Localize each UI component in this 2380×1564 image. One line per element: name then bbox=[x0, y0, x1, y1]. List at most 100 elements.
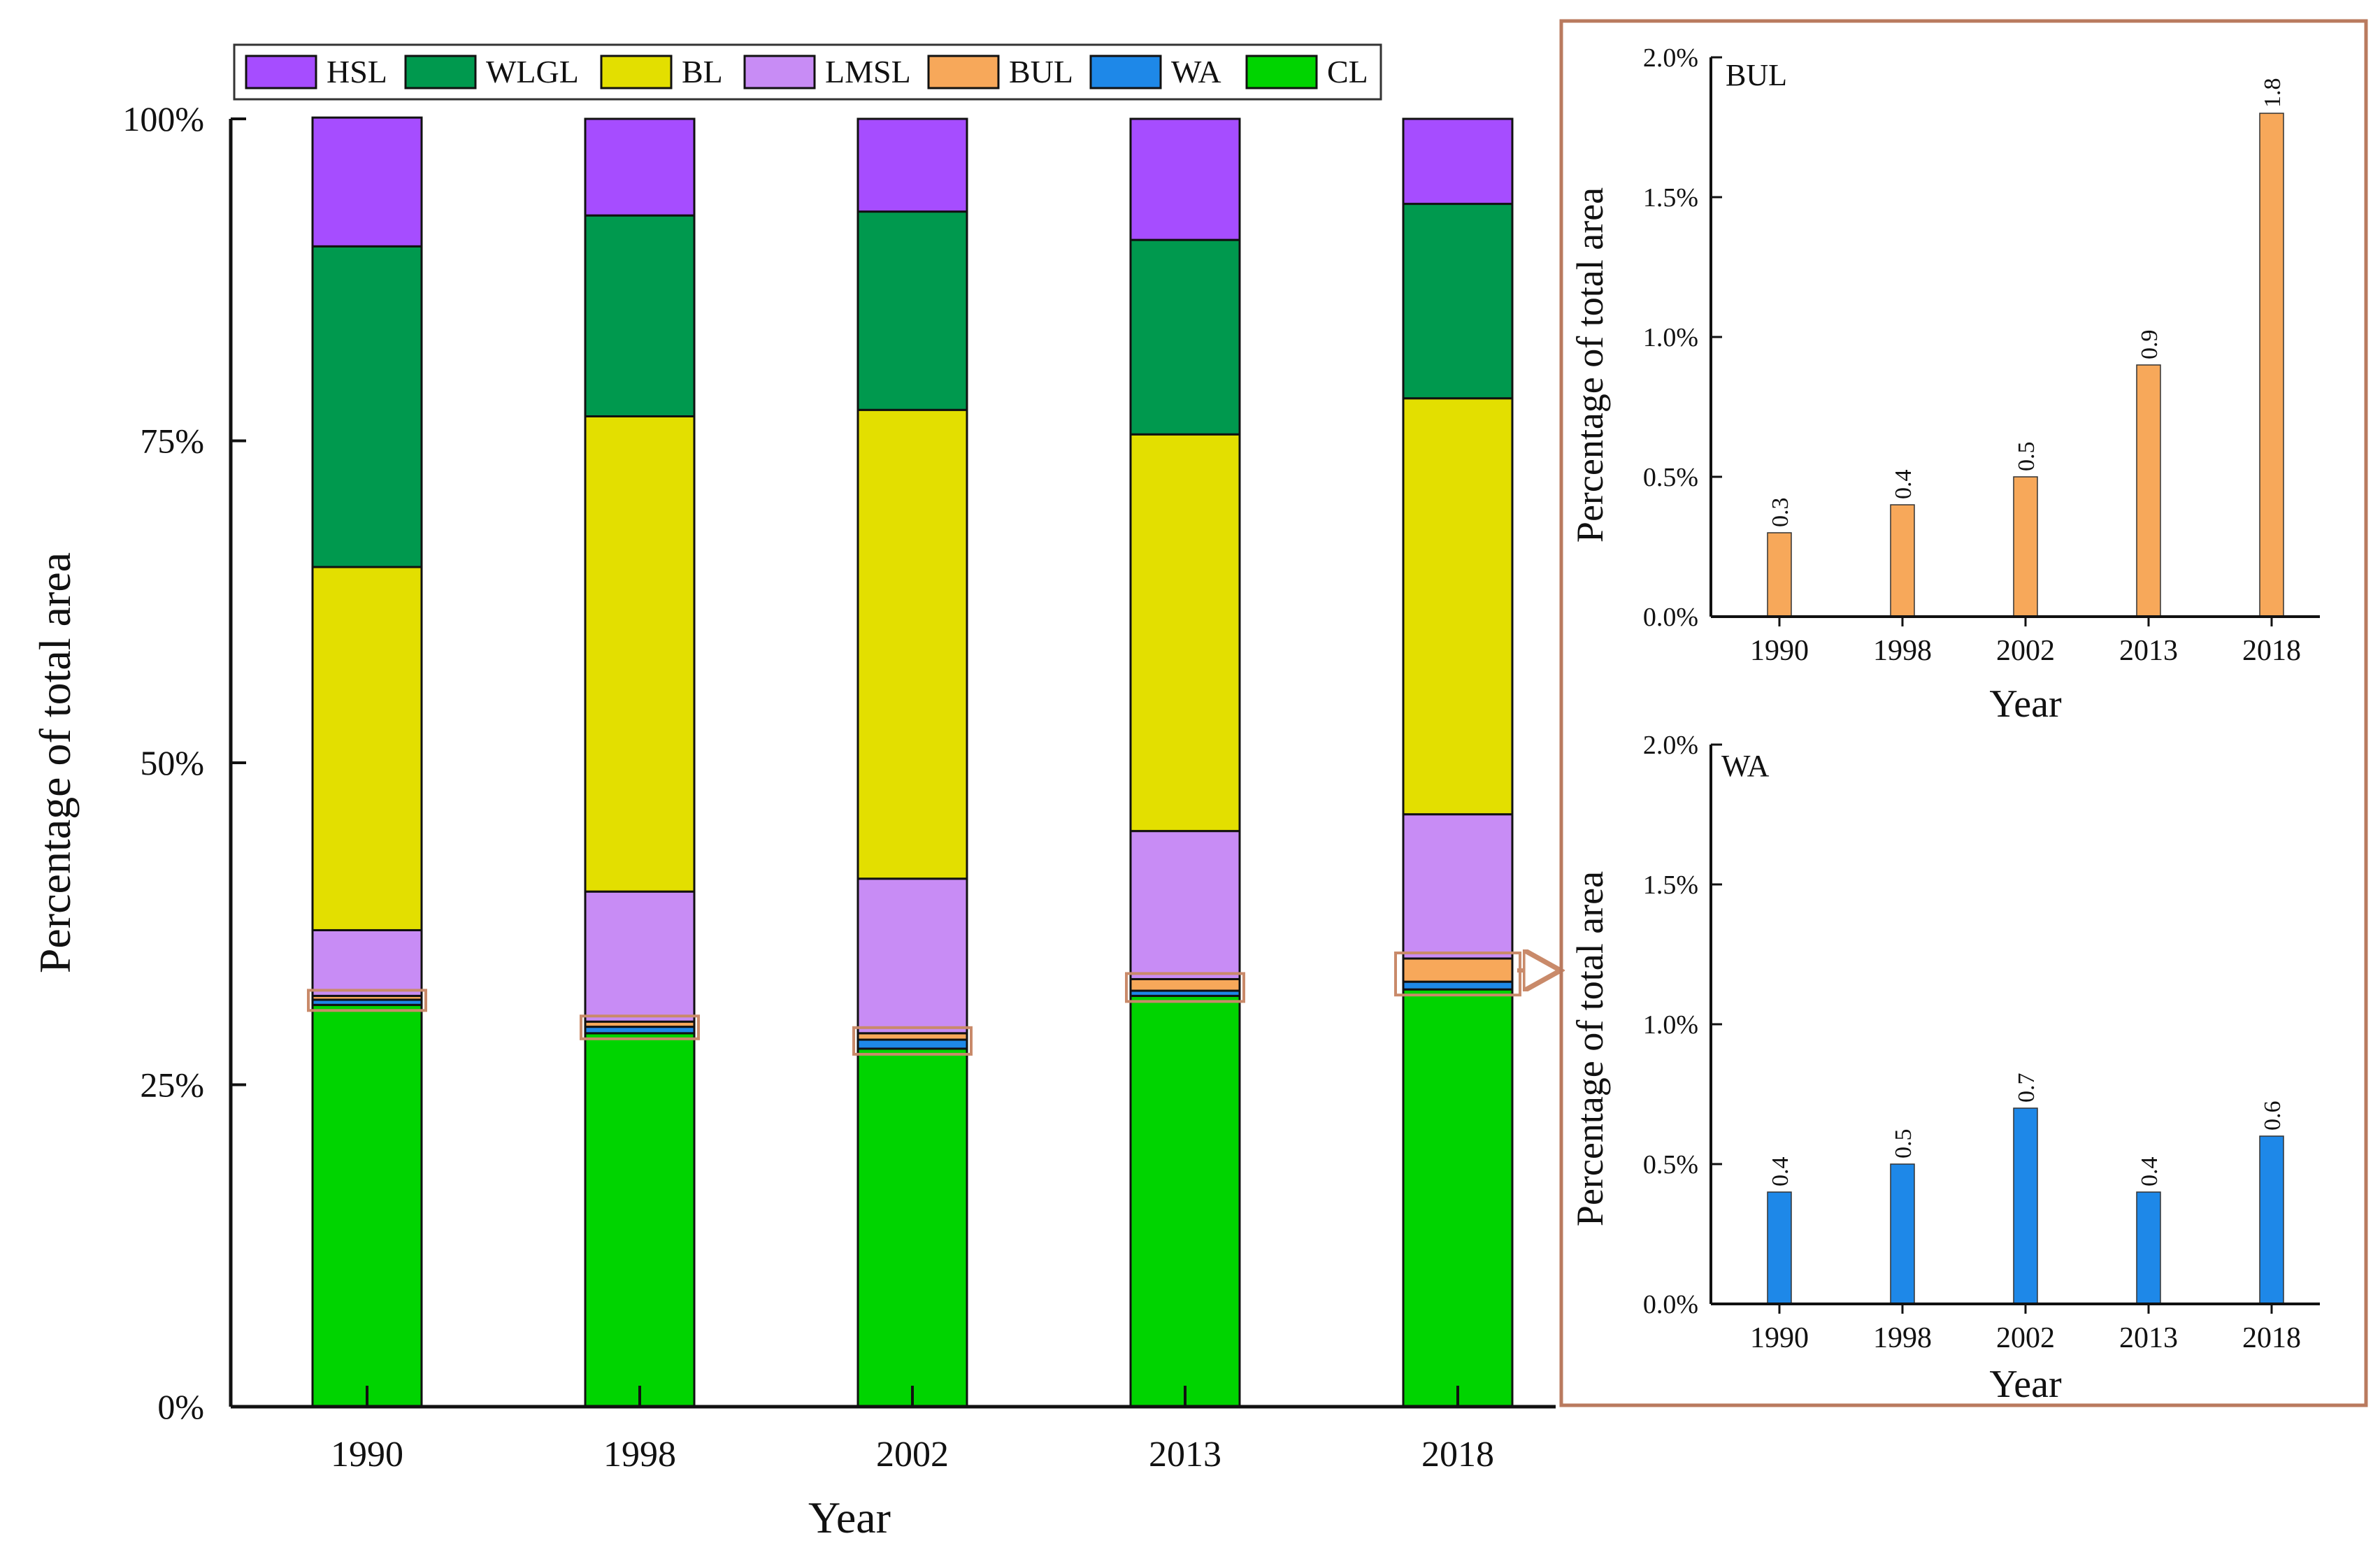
bar-wlgl-1998 bbox=[584, 214, 696, 418]
main-x-tick-label: 2002 bbox=[876, 1435, 949, 1475]
bar-bul-2018 bbox=[1402, 957, 1514, 983]
bar-lmsl-2002 bbox=[856, 877, 968, 1035]
main-highlight-boxes bbox=[307, 951, 1521, 1056]
bar-bl-1990 bbox=[311, 566, 423, 931]
bar-bl-2002 bbox=[856, 408, 968, 880]
bar-hsl-1990 bbox=[311, 116, 423, 247]
bar-bl-1998 bbox=[584, 415, 696, 893]
wa-x-tick-label: 1998 bbox=[1873, 1322, 1932, 1354]
bar-cl-1998 bbox=[584, 1032, 696, 1408]
highlight-box-2013 bbox=[1125, 972, 1245, 1003]
highlight-box-1998 bbox=[580, 1014, 700, 1040]
wa-x-axis-label: Year bbox=[1989, 1363, 2062, 1406]
main-x-ticks: 1990 1998 2002 2013 2018 bbox=[331, 1386, 1494, 1475]
wa-y-tick-label: 1.5% bbox=[1643, 870, 1698, 900]
main-y-tick-label: 0% bbox=[157, 1387, 204, 1426]
legend-label-wlgl: WLGL bbox=[486, 54, 579, 89]
wa-value-label: 0.4 bbox=[1768, 1157, 1793, 1187]
bul-y-tick-label: 1.5% bbox=[1643, 183, 1698, 213]
bar-wa-2002 bbox=[856, 1038, 968, 1050]
bul-value-label: 0.4 bbox=[1891, 470, 1916, 500]
legend-swatch-bul bbox=[927, 55, 1000, 89]
bul-x-tick-label: 2018 bbox=[2242, 635, 2301, 667]
bar-wlgl-1990 bbox=[311, 245, 423, 568]
wa-value-label: 0.6 bbox=[2260, 1101, 2286, 1131]
bar-hsl-2018 bbox=[1402, 117, 1514, 206]
highlight-box-2002 bbox=[852, 1026, 973, 1056]
bul-value-label: 0.3 bbox=[1768, 498, 1793, 528]
bul-bar-2013 bbox=[2136, 364, 2161, 617]
wa-x-tick-label: 2018 bbox=[2242, 1322, 2301, 1354]
bar-cl-2002 bbox=[856, 1047, 968, 1408]
main-y-tick-label: 25% bbox=[140, 1066, 204, 1105]
bar-wlgl-2013 bbox=[1129, 238, 1241, 436]
bar-bul-2013 bbox=[1129, 977, 1241, 992]
legend-swatch-cl bbox=[1245, 55, 1318, 89]
bul-value-label: 1.8 bbox=[2260, 78, 2286, 108]
highlight-box-1990 bbox=[307, 989, 427, 1012]
bul-chart-title: BUL bbox=[1726, 58, 1787, 92]
main-x-tick-label: 1998 bbox=[603, 1435, 676, 1475]
bar-bl-2013 bbox=[1129, 433, 1241, 833]
bar-wa-2018 bbox=[1402, 980, 1514, 991]
bul-y-axis-label: Percentage of total area bbox=[1569, 187, 1611, 543]
bul-bar-2018 bbox=[2259, 113, 2284, 617]
bar-bl-2018 bbox=[1402, 397, 1514, 816]
wa-bars: 0.4 0.5 0.7 0.4 0.6 bbox=[1767, 1073, 2286, 1305]
bar-lmsl-2018 bbox=[1402, 813, 1514, 960]
bul-x-tick-label: 1998 bbox=[1873, 635, 1932, 667]
legend-swatch-wa bbox=[1089, 55, 1162, 89]
bar-wlgl-2002 bbox=[856, 210, 968, 411]
bul-x-tick-label: 1990 bbox=[1750, 635, 1809, 667]
wa-chart-title: WA bbox=[1721, 749, 1770, 783]
bul-x-axis-label: Year bbox=[1989, 682, 2062, 726]
main-y-tick-label: 100% bbox=[122, 99, 204, 138]
main-x-tick-label: 2013 bbox=[1149, 1435, 1221, 1475]
bar-wlgl-2018 bbox=[1402, 203, 1514, 400]
bul-y-tick-label: 0.0% bbox=[1643, 603, 1698, 632]
bul-y-tick-label: 1.0% bbox=[1643, 323, 1698, 352]
main-y-tick-label: 50% bbox=[140, 743, 204, 782]
legend-swatch-wlgl bbox=[404, 55, 477, 89]
wa-y-tick-label: 1.0% bbox=[1643, 1010, 1698, 1040]
legend-label-hsl: HSL bbox=[327, 54, 387, 89]
main-x-tick-label: 2018 bbox=[1421, 1435, 1494, 1475]
bar-cl-1990 bbox=[311, 1003, 423, 1408]
wa-value-label: 0.7 bbox=[2014, 1073, 2040, 1103]
legend-label-wa: WA bbox=[1171, 54, 1221, 89]
wa-inset-chart: 0.4 0.5 0.7 0.4 0.6 0.0% 0.5% 1.0% 1.5% 2.0% 199… bbox=[1569, 731, 2320, 1406]
legend-label-lmsl: LMSL bbox=[825, 54, 911, 89]
wa-x-tick-label: 1990 bbox=[1750, 1322, 1809, 1354]
main-x-tick-label: 1990 bbox=[331, 1435, 403, 1475]
bul-value-label: 0.5 bbox=[2014, 442, 2040, 472]
wa-x-tick-label: 2013 bbox=[2119, 1322, 2178, 1354]
wa-bar-1998 bbox=[1890, 1163, 1915, 1305]
wa-x-tick-label: 2002 bbox=[1996, 1322, 2055, 1354]
wa-y-tick-label: 2.0% bbox=[1643, 731, 1698, 760]
main-y-axis-label: Percentage of total area bbox=[30, 552, 80, 973]
bul-y-tick-label: 0.5% bbox=[1643, 463, 1698, 492]
wa-y-tick-label: 0.5% bbox=[1643, 1150, 1698, 1179]
wa-x-ticks: 1990 1998 2002 2013 2018 bbox=[1750, 1304, 2301, 1354]
bul-bar-1990 bbox=[1767, 532, 1792, 617]
wa-y-axis-label: Percentage of total area bbox=[1569, 871, 1611, 1226]
main-legend: HSL WLGL BL LMSL BUL WA CL bbox=[233, 43, 1382, 101]
wa-bar-2018 bbox=[2259, 1135, 2284, 1305]
bar-hsl-2002 bbox=[856, 117, 968, 213]
legend-swatch-bl bbox=[600, 55, 673, 89]
wa-bar-2002 bbox=[2013, 1107, 2038, 1305]
highlight-box-2018 bbox=[1394, 951, 1521, 997]
main-y-tick-label: 75% bbox=[140, 422, 204, 461]
bul-y-tick-label: 2.0% bbox=[1643, 43, 1698, 73]
bul-value-label: 0.9 bbox=[2137, 330, 2163, 360]
bul-inset-chart: 0.3 0.4 0.5 0.9 1.8 0.0% 0.5% 1.0% 1.5% 2.0% 199… bbox=[1569, 43, 2320, 726]
bul-x-ticks: 1990 1998 2002 2013 2018 bbox=[1750, 617, 2301, 667]
bul-bar-2002 bbox=[2013, 476, 2038, 617]
wa-value-label: 0.5 bbox=[1891, 1129, 1916, 1159]
main-stacked-chart: HSL WLGL BL LMSL BUL WA CL 0% 25% 50% 75% 100% 199… bbox=[30, 43, 1556, 1542]
legend-label-bl: BL bbox=[682, 54, 723, 89]
bar-lmsl-2013 bbox=[1129, 830, 1241, 980]
wa-y-ticks: 0.0% 0.5% 1.0% 1.5% 2.0% bbox=[1643, 731, 1722, 1319]
bul-bars: 0.3 0.4 0.5 0.9 1.8 bbox=[1767, 78, 2286, 617]
